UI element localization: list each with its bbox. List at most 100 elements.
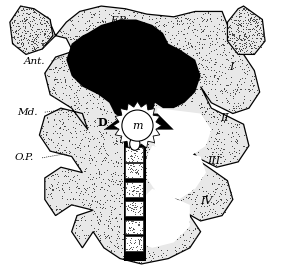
Point <box>150 58 154 63</box>
Point <box>158 79 162 83</box>
Point <box>236 20 240 25</box>
Point <box>145 88 150 92</box>
Point <box>245 10 249 15</box>
Point <box>152 40 157 44</box>
Point <box>102 66 107 70</box>
Point <box>98 63 103 67</box>
Point <box>200 12 205 16</box>
Point <box>162 175 167 179</box>
Point <box>107 189 112 193</box>
Point <box>50 173 54 177</box>
Point <box>206 92 210 96</box>
Point <box>233 137 238 141</box>
Point <box>131 184 135 188</box>
Point <box>186 216 190 220</box>
Point <box>139 95 144 99</box>
Point <box>68 28 72 32</box>
Point <box>139 150 144 154</box>
Point <box>58 150 63 154</box>
Point <box>256 44 260 48</box>
Point <box>177 58 182 62</box>
Point <box>68 50 72 54</box>
Point <box>230 144 234 148</box>
Point <box>152 235 156 240</box>
Point <box>86 58 91 62</box>
Point <box>95 221 100 225</box>
Point <box>112 31 117 36</box>
Point <box>112 18 116 22</box>
Point <box>25 12 30 16</box>
Point <box>58 29 63 34</box>
Point <box>136 222 141 227</box>
Point <box>13 30 18 35</box>
Point <box>65 181 69 185</box>
Point <box>46 73 51 78</box>
Point <box>161 168 165 173</box>
Point <box>218 89 223 93</box>
Point <box>119 201 124 205</box>
Point <box>239 48 244 52</box>
Point <box>103 121 108 125</box>
Point <box>205 119 210 123</box>
Point <box>76 62 80 66</box>
Point <box>158 77 162 81</box>
Point <box>157 50 161 55</box>
Point <box>105 109 110 113</box>
Point <box>169 149 173 154</box>
Point <box>70 202 74 207</box>
Point <box>193 178 198 183</box>
Point <box>246 87 251 91</box>
Point <box>179 194 184 198</box>
Point <box>186 146 190 150</box>
Point <box>175 91 179 95</box>
Point <box>114 141 118 145</box>
Point <box>189 165 193 170</box>
Point <box>225 198 229 202</box>
Point <box>103 206 108 210</box>
Point <box>53 77 57 81</box>
Point <box>202 17 207 21</box>
Point <box>94 47 98 51</box>
Point <box>64 151 68 156</box>
Point <box>171 74 175 79</box>
Point <box>136 191 141 196</box>
Point <box>140 143 145 147</box>
Point <box>122 58 126 62</box>
Point <box>60 85 65 89</box>
Point <box>232 100 236 105</box>
Point <box>129 202 134 207</box>
Point <box>125 147 130 152</box>
Point <box>132 209 136 214</box>
Point <box>42 31 47 35</box>
Point <box>195 118 200 123</box>
Point <box>75 181 79 185</box>
Point <box>151 99 156 103</box>
Point <box>164 43 169 48</box>
Point <box>137 31 141 35</box>
Point <box>138 256 143 260</box>
Point <box>161 236 166 240</box>
Point <box>151 240 155 245</box>
Point <box>98 36 103 40</box>
Point <box>108 119 113 124</box>
Point <box>168 183 173 187</box>
Point <box>27 38 31 42</box>
Point <box>165 218 170 222</box>
Point <box>247 43 252 47</box>
Point <box>110 227 114 232</box>
Point <box>94 51 99 55</box>
Point <box>213 47 218 51</box>
Point <box>31 40 35 44</box>
Point <box>132 258 137 262</box>
Point <box>133 21 137 25</box>
Point <box>183 206 187 211</box>
Point <box>167 177 172 181</box>
Point <box>52 78 56 82</box>
Point <box>63 148 68 152</box>
Point <box>203 77 208 82</box>
Point <box>218 82 222 87</box>
Point <box>121 104 126 109</box>
Point <box>239 87 243 92</box>
Point <box>248 46 253 50</box>
Point <box>30 25 34 29</box>
